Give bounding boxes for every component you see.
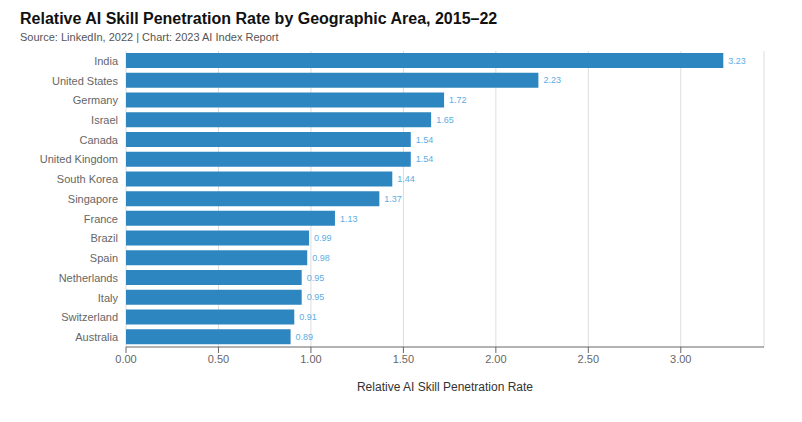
svg-text:1.65: 1.65 (436, 115, 454, 125)
svg-text:0.50: 0.50 (208, 353, 229, 365)
svg-text:Singapore: Singapore (68, 193, 118, 205)
svg-text:2.50: 2.50 (578, 353, 599, 365)
svg-text:1.37: 1.37 (384, 194, 402, 204)
svg-text:South Korea: South Korea (57, 173, 119, 185)
svg-text:Switzerland: Switzerland (61, 311, 118, 323)
svg-text:Israel: Israel (91, 114, 118, 126)
svg-text:0.98: 0.98 (312, 253, 330, 263)
svg-text:1.44: 1.44 (397, 174, 415, 184)
svg-text:0.99: 0.99 (314, 233, 332, 243)
svg-text:Brazil: Brazil (90, 232, 118, 244)
svg-text:3.00: 3.00 (670, 353, 691, 365)
svg-text:1.54: 1.54 (416, 154, 434, 164)
svg-text:0.91: 0.91 (299, 312, 317, 322)
svg-text:1.72: 1.72 (449, 95, 467, 105)
svg-text:United Kingdom: United Kingdom (40, 153, 118, 165)
svg-text:0.89: 0.89 (296, 332, 314, 342)
svg-text:Spain: Spain (90, 252, 118, 264)
svg-text:0.95: 0.95 (307, 292, 325, 302)
svg-text:Italy: Italy (98, 292, 119, 304)
svg-text:1.54: 1.54 (416, 135, 434, 145)
svg-text:United States: United States (52, 75, 119, 87)
svg-text:0.00: 0.00 (115, 353, 136, 365)
svg-text:Germany: Germany (73, 94, 119, 106)
svg-text:3.23: 3.23 (728, 56, 746, 66)
svg-text:Canada: Canada (79, 134, 118, 146)
svg-text:India: India (94, 55, 119, 67)
svg-text:1.00: 1.00 (300, 353, 321, 365)
svg-text:1.50: 1.50 (393, 353, 414, 365)
html-text:Source: LinkedIn, 2022 | Chart: Source: LinkedIn, 2022 | Chart: 2023 AI … (20, 31, 279, 43)
svg-text:Relative AI Skill Penetration: Relative AI Skill Penetration Rate (357, 380, 533, 394)
svg-text:1.13: 1.13 (340, 214, 358, 224)
html-text:Relative AI Skill Penetration: Relative AI Skill Penetration Rate by Ge… (20, 10, 498, 27)
svg-text:Netherlands: Netherlands (59, 272, 119, 284)
svg-text:0.95: 0.95 (307, 273, 325, 283)
svg-text:Australia: Australia (75, 331, 119, 343)
svg-text:2.00: 2.00 (485, 353, 506, 365)
svg-text:2.23: 2.23 (543, 75, 561, 85)
svg-text:France: France (84, 213, 118, 225)
